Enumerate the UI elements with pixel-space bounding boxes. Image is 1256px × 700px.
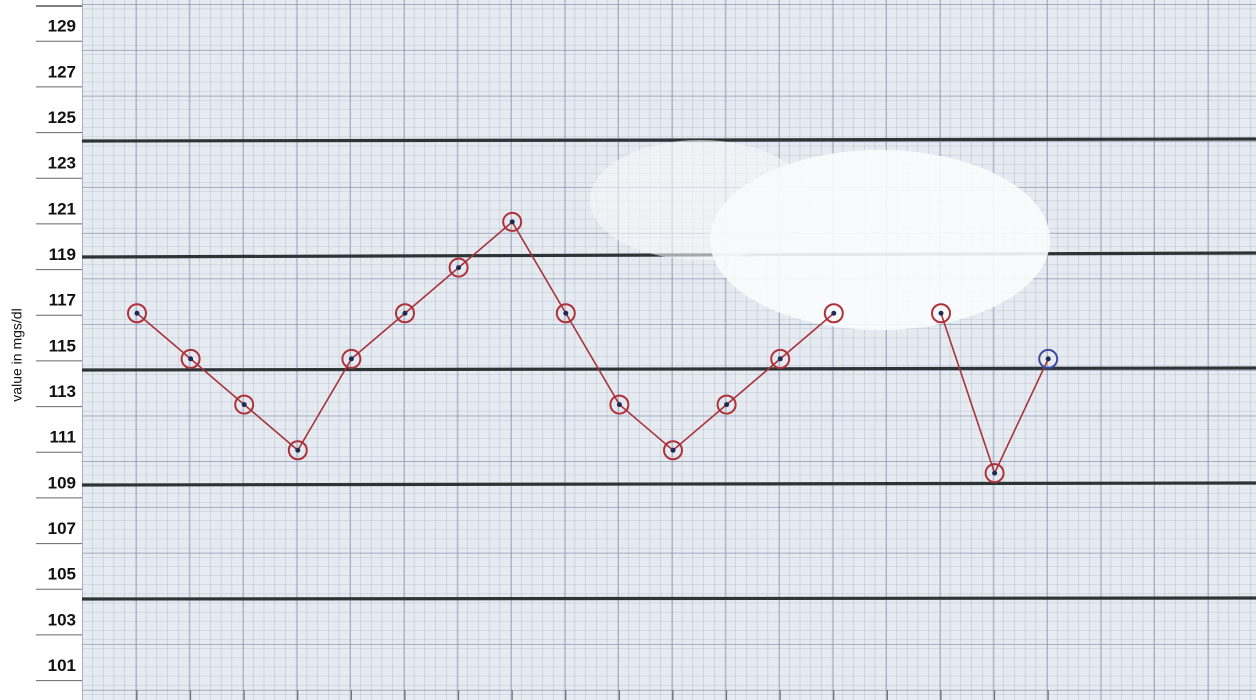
point-ring [609,394,630,415]
glare [590,140,810,260]
y-tick-label: 127 [48,62,76,81]
point-dot [241,402,247,408]
y-tick-label: 121 [48,199,76,218]
point-dot [134,310,140,316]
point-ring [770,348,791,369]
point-dot [831,310,837,316]
y-tick-label: 107 [48,519,76,538]
y-tick-label: 113 [49,382,76,401]
y-tick-label: 123 [48,154,76,173]
point-dot [1045,356,1051,362]
point-ring [984,463,1005,484]
y-tick-label: 129 [48,17,76,36]
point-ring [287,440,308,461]
point-dot [348,356,354,362]
point-dot [188,356,194,362]
point-ring [341,348,362,369]
paper-thick-lines [81,137,1256,601]
point-dot [777,356,783,362]
point-dot [616,402,622,408]
y-tick-label: 103 [48,610,76,629]
point-dot [992,470,998,476]
y-tick-label: 105 [48,565,76,584]
paper-line [81,596,1256,601]
y-tick-label: 119 [49,245,76,264]
point-ring [1038,348,1059,369]
y-tick-label: 125 [48,108,76,127]
point-ring [180,348,201,369]
point-ring [448,257,469,278]
point-dot [938,310,944,316]
point-dot [724,402,730,408]
point-ring [555,303,576,324]
point-ring [502,211,523,232]
point-ring [931,303,951,324]
point-ring [663,440,683,461]
point-dot [295,447,301,453]
paper-line [81,137,1256,143]
point-dot [509,219,515,225]
y-tick-label: 101 [48,656,76,675]
y-tick-label: 115 [49,336,76,355]
point-ring [127,303,147,324]
major-grid [82,0,1256,700]
y-axis-title: value in mgs/dl [9,308,25,401]
point-ring [234,394,255,415]
label-column [0,0,82,700]
point-ring [395,303,415,324]
y-tick-label: 111 [50,428,77,447]
point-dot [670,447,676,453]
point-dot [402,310,408,316]
y-tick-label: 109 [48,473,76,492]
paper-line [81,481,1256,487]
point-ring [823,303,844,324]
point-dot [563,310,569,316]
paper-line [81,366,1256,372]
point-dot [456,265,462,271]
point-ring [716,394,737,415]
y-tick-label: 117 [49,291,76,310]
